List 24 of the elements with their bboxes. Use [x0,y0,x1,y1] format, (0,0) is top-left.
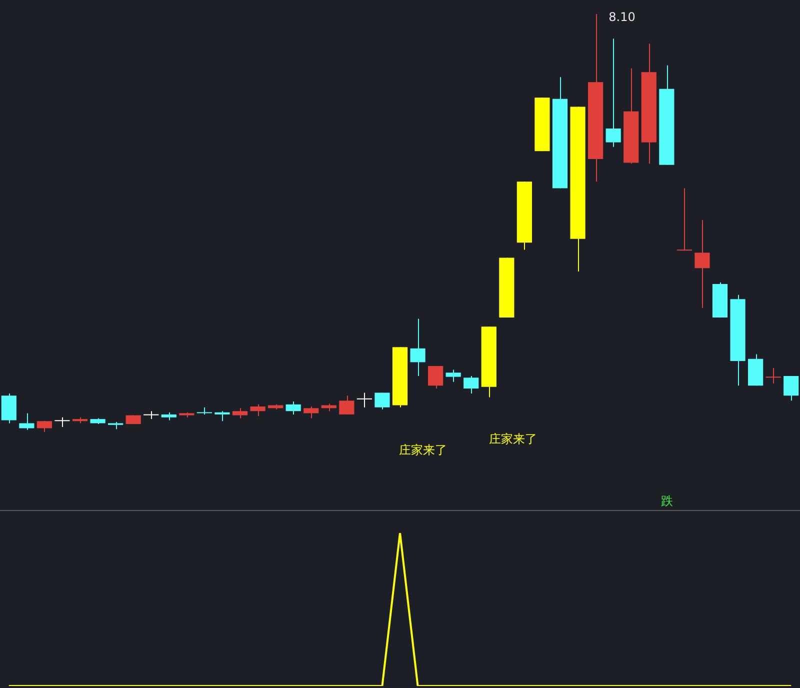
candlestick [676,188,692,252]
candlestick [446,369,461,382]
candlestick [19,412,34,430]
candlestick [54,416,70,428]
candlestick [784,375,799,402]
text: 庄家来了 [489,432,537,446]
candlestick [606,38,621,148]
annotation: 8.10 [608,10,636,24]
candlestick [286,400,301,415]
text: 庄家来了 [399,443,447,458]
candlestick [339,395,354,415]
candlestick [36,420,52,432]
candlestick [374,392,390,410]
candlestick [304,406,319,419]
candlestick [232,408,248,419]
candlestick [214,410,230,422]
candlestick [694,220,710,308]
candlestick [428,365,444,390]
candlestick [410,318,426,376]
candlestick [250,404,266,417]
candlestick [356,392,372,408]
candlestick [766,368,781,384]
text: 跌 [661,494,673,508]
candlestick [464,375,479,394]
